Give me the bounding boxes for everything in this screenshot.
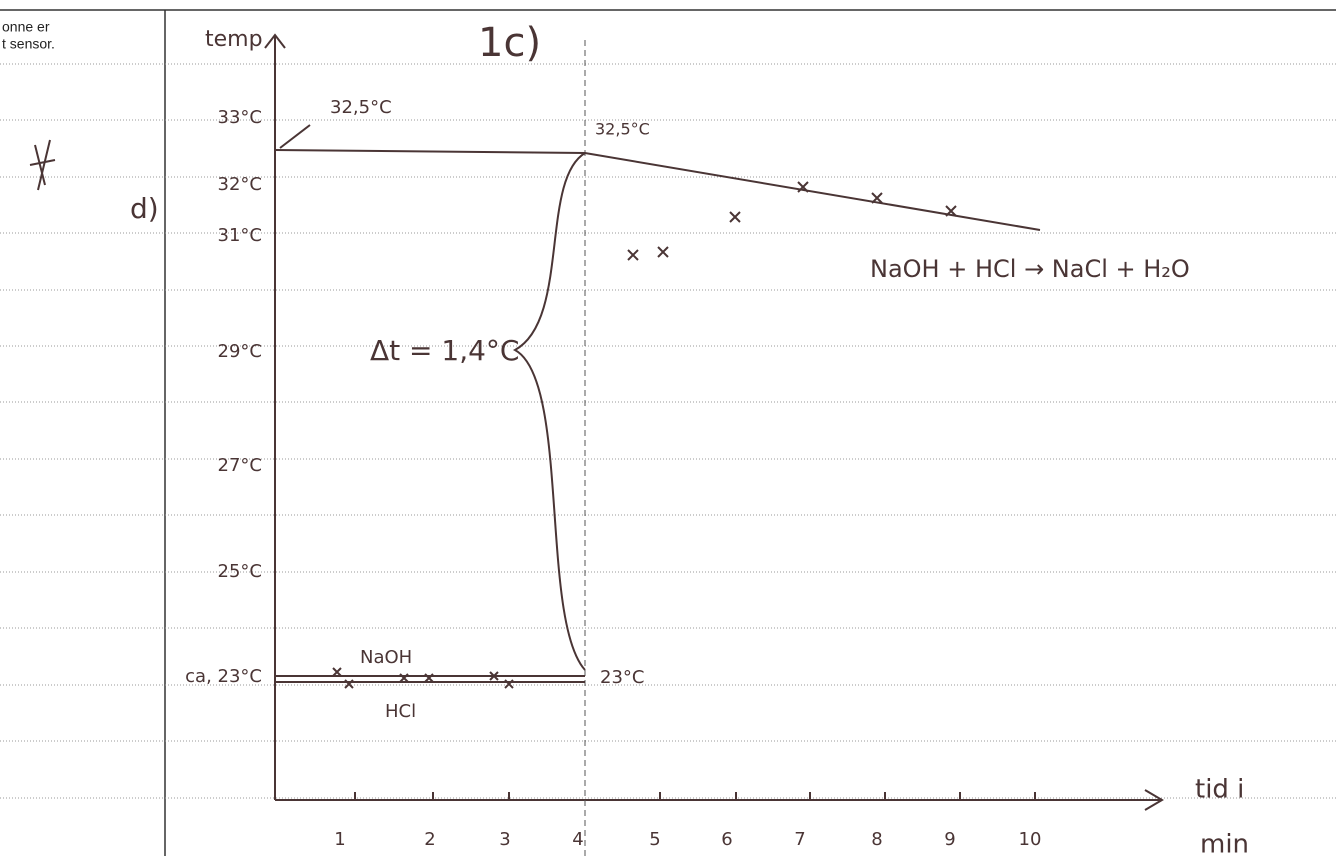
margin-text: onne er (2, 19, 50, 35)
y-axis-label: temp (205, 27, 263, 52)
x-tick-label: 8 (871, 829, 882, 850)
temperature-line (275, 150, 1040, 230)
y-tick-label: 27°C (218, 455, 262, 476)
y-tick-label: 33°C (218, 107, 262, 128)
y-tick-label: 31°C (218, 225, 262, 246)
x-tick-label: 1 (334, 829, 345, 850)
annotation: HCl (385, 701, 416, 722)
cross-marks (333, 182, 956, 688)
page: onne er t sensor. d) temp 1c) 33°C 32°C … (0, 0, 1336, 856)
y-tick-label: 25°C (218, 561, 262, 582)
x-tick-label: 3 (499, 829, 510, 850)
x-tick-label: 5 (649, 829, 660, 850)
annotation: Δt = 1,4°C (370, 334, 519, 367)
x-tick-label: 2 (424, 829, 435, 850)
x-axis (275, 790, 1162, 810)
graph: temp 1c) 33°C 32°C 31°C 29°C 27°C 25°C c… (185, 20, 1249, 856)
x-axis-label: tid i (1195, 775, 1244, 805)
x-tick-label: 10 (1019, 829, 1042, 850)
annotation: NaOH (360, 647, 412, 668)
crossed-mark (30, 140, 55, 190)
x-tick-label: 4 (572, 829, 583, 850)
annotation: 32,5°C (595, 120, 650, 139)
y-tick-label: 32°C (218, 174, 262, 195)
annotation: NaOH + HCl → NaCl + H₂O (870, 255, 1190, 283)
ruled-lines (0, 64, 1336, 798)
annotation: 32,5°C (330, 97, 392, 118)
margin-mark: d) (130, 192, 159, 225)
x-tick-label: 7 (794, 829, 805, 850)
graph-title: 1c) (478, 20, 541, 66)
y-tick-label: ca, 23°C (185, 666, 262, 687)
x-tick-label: 9 (944, 829, 955, 850)
x-tick-marks (355, 792, 1035, 800)
x-tick-label: 6 (721, 829, 732, 850)
pointer (280, 125, 310, 148)
brace (515, 153, 585, 670)
margin-text: t sensor. (2, 36, 55, 52)
x-axis-label: min (1200, 830, 1249, 856)
annotation: 23°C (600, 667, 644, 688)
y-tick-label: 29°C (218, 341, 262, 362)
